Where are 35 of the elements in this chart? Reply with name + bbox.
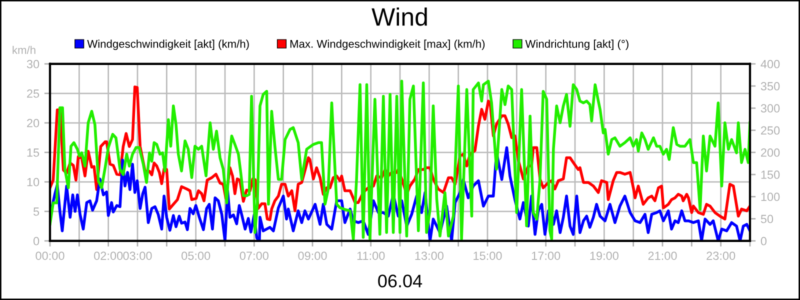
y-tick-label: 0: [33, 236, 40, 246]
y2-tick-label: 250: [761, 126, 780, 135]
x-tick-label: 02:00: [94, 252, 123, 260]
x-tick-label: 19:00: [590, 252, 618, 260]
y2-tick-label: 0: [760, 236, 767, 246]
y2-tick-label: 100: [761, 192, 780, 202]
y2-tick-label: 400: [760, 60, 780, 68]
x-tick-label: 05:00: [182, 252, 210, 260]
x-tick-label: 07:00: [240, 252, 268, 260]
x-tick-label: 13:00: [415, 252, 444, 260]
x-axis-title: 06.04: [378, 274, 422, 288]
y2-tick-label: 350: [760, 82, 780, 90]
y-tick-label: 10: [27, 178, 40, 186]
y2-tick-label: 200: [761, 148, 780, 157]
y2-tick-label: 300: [760, 104, 780, 113]
y-axis-title: km/h: [12, 46, 36, 54]
x-tick-label: 23:00: [706, 252, 736, 260]
y2-tick-label: 50: [760, 214, 774, 224]
legend-label: Windgeschwindigkeit [akt] (km/h): [87, 40, 249, 50]
y-tick-label: 5: [33, 208, 40, 216]
x-tick-label: 21:00: [648, 252, 677, 260]
x-tick-label: 11:00: [357, 252, 385, 260]
x-tick-label: 09:00: [298, 252, 327, 260]
x-tick-label: 00:00: [36, 252, 64, 260]
x-tick-label: 17:00: [532, 252, 560, 260]
y-tick-label: 15: [27, 148, 40, 157]
y-tick-label: 20: [27, 118, 40, 128]
y2-tick-label: 150: [761, 170, 780, 179]
x-tick-label: 03:00: [123, 252, 152, 260]
chart-title: Wind: [372, 8, 427, 26]
legend-label: Windrichtung [akt] (°): [525, 40, 628, 50]
y-tick-label: 30: [26, 60, 40, 68]
y-tick-label: 25: [27, 89, 40, 98]
legend-label: Max. Windgeschwindigkeit [max] (km/h): [290, 40, 485, 50]
x-tick-label: 15:00: [474, 252, 502, 260]
